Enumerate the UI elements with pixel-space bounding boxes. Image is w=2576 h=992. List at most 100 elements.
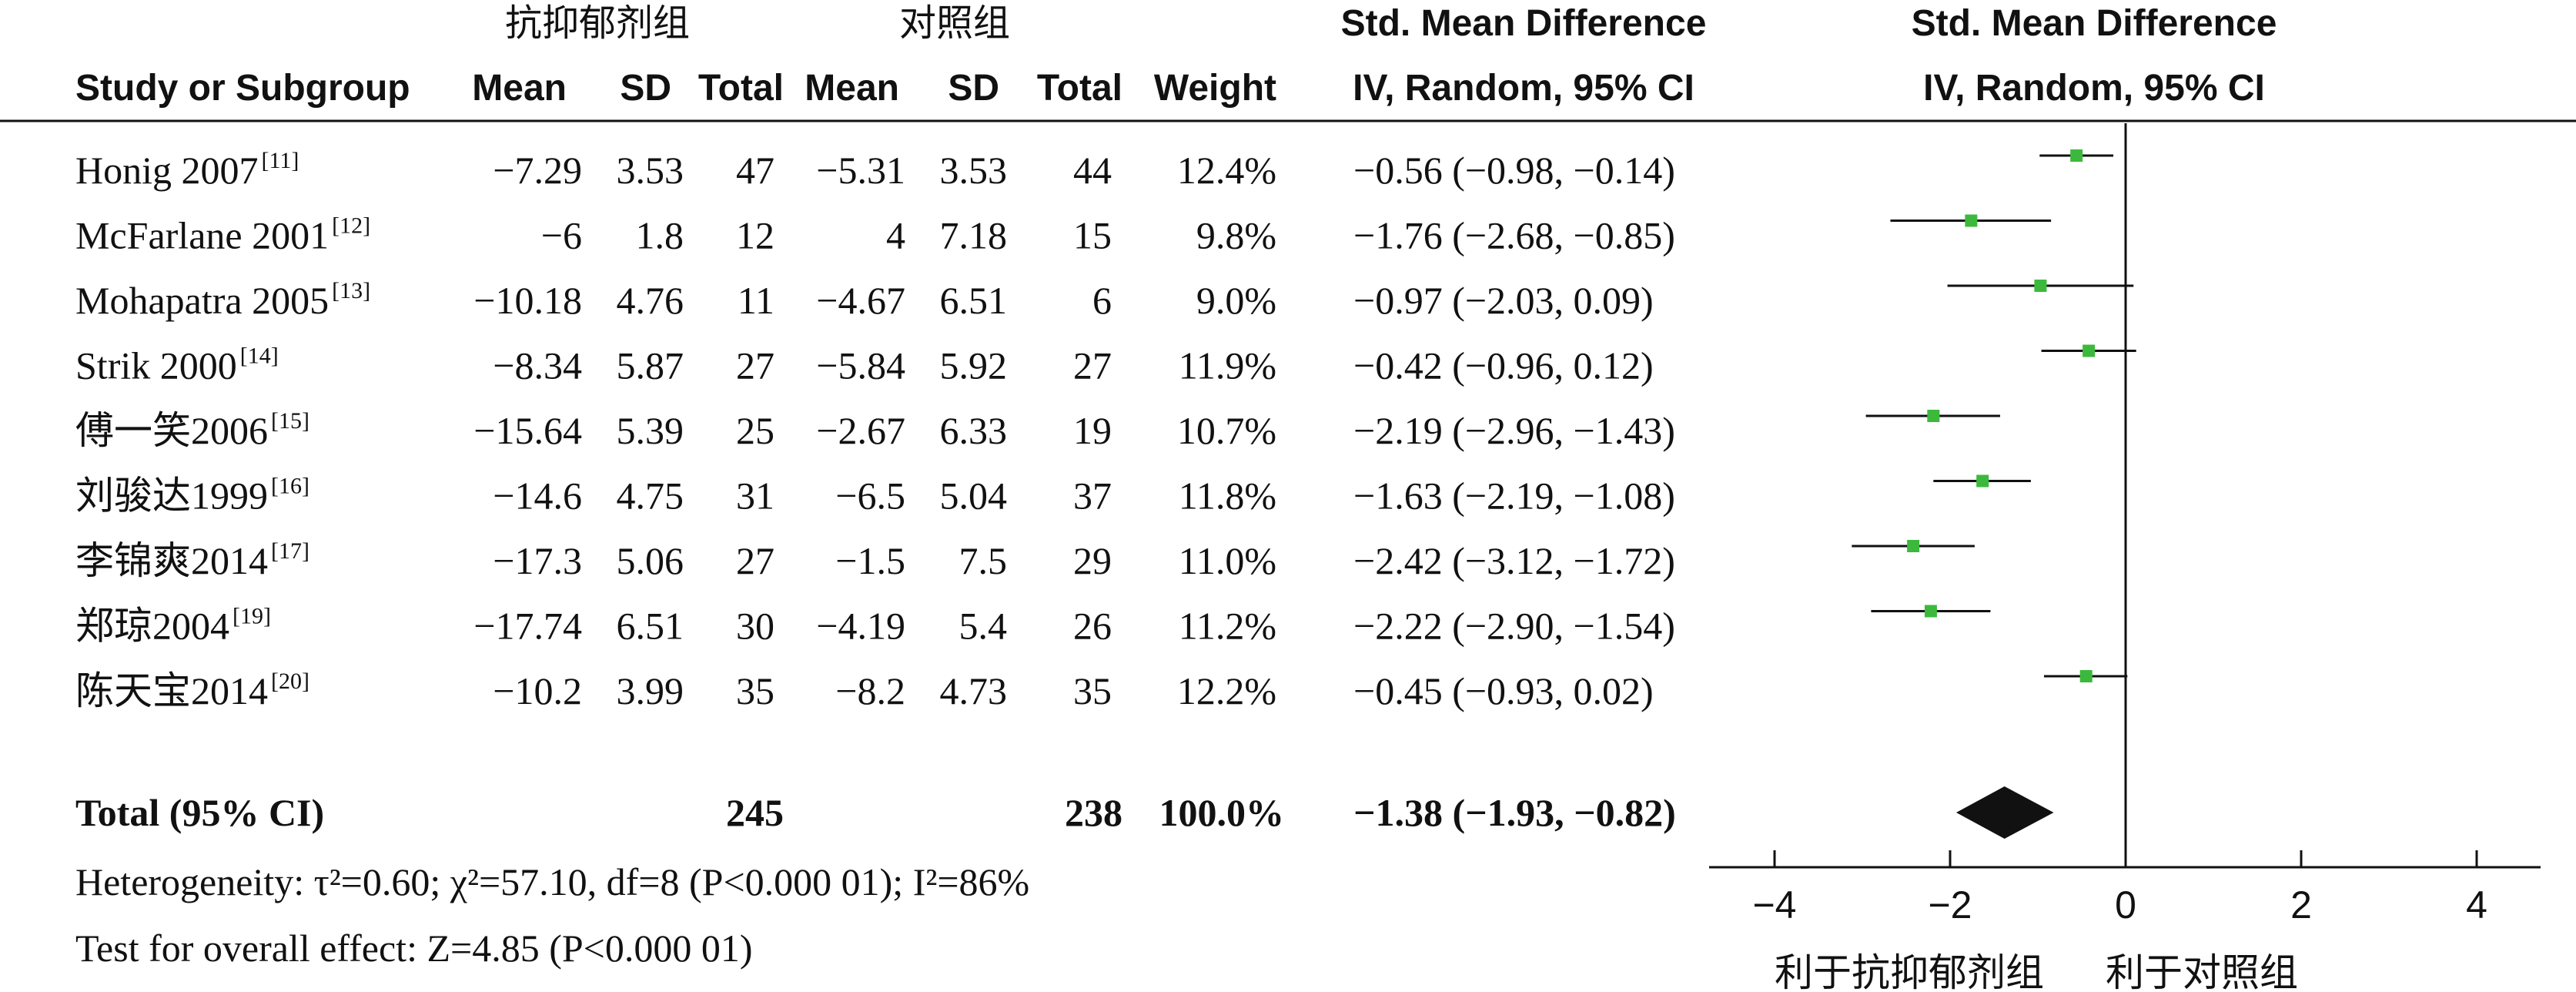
study-reference: [20] [271,669,309,694]
ci-cell: −0.97 (−2.03, 0.09) [1353,279,1654,322]
effect-marks [1852,149,2136,839]
table-row: 李锦爽2014 [17] −17.3 5.06 27 −1.5 7.5 29 11.0% −2.4… [75,538,1675,582]
exp-sd-cell: 5.06 [617,539,684,582]
table-row: McFarlane 2001 [12] −6 1.8 12 4 7.18 15 9.8% −1.7… [75,213,1675,257]
study-reference: [16] [271,474,309,499]
study-rows: Honig 2007 [11] −7.29 3.53 47 −5.31 3.53 44 12.4… [75,148,1675,712]
weight-cell: 10.7% [1177,409,1276,452]
weight-header: Weight [1154,68,1276,109]
exp-sd-cell: 6.51 [617,605,684,648]
exp-total-cell: 31 [736,474,774,518]
ctl-mean-cell: −4.19 [816,605,905,648]
x-tick-label: −4 [1752,883,1796,927]
study-name: 陈天宝2014 [75,669,268,712]
table-row: 陈天宝2014 [20] −10.2 3.99 35 −8.2 4.73 35 12.2% −0.… [75,669,1654,712]
ctl-sd-cell: 5.04 [940,474,1008,518]
exp-mean-cell: −8.34 [493,344,582,387]
exp-mean-cell: −7.29 [493,149,582,192]
study-name: 傅一笑2006 [75,409,268,452]
exp-sd-cell: 1.8 [636,214,684,257]
study-reference: [13] [332,278,370,303]
exp-total-cell: 35 [736,669,774,712]
x-tick-label: 2 [2290,883,2312,927]
ctl-total-cell: 27 [1073,344,1112,387]
table-row: Strik 2000 [14] −8.34 5.87 27 −5.84 5.92 27 11.9… [75,344,1654,387]
exp-total-cell: 11 [738,279,774,322]
total-row-label: Total (95% CI) [75,791,324,834]
exp-total-cell: 25 [736,409,774,452]
exp-mean-cell: −17.74 [473,605,582,648]
weight-cell: 9.8% [1196,214,1276,257]
effect-square [2070,149,2083,162]
ctl-sd-cell: 7.18 [940,214,1008,257]
ctl-total-cell: 44 [1073,149,1112,192]
exp-total-cell: 27 [736,539,774,582]
ctl-mean-cell: −1.5 [835,539,905,582]
effect-square [1927,410,1940,422]
table-row: 刘骏达1999 [16] −14.6 4.75 31 −6.5 5.04 37 11.8% −1.… [75,474,1675,518]
ctl-sd-cell: 7.5 [959,539,1008,582]
study-name: McFarlane 2001 [75,214,329,257]
exp-sd-cell: 4.75 [617,474,684,518]
effect-square [1907,540,1920,552]
smd-column-title: Std. Mean Difference [1341,3,1707,44]
exp-mean-cell: −6 [541,214,582,257]
ctl-total-cell: 26 [1073,605,1112,648]
ctl-total-cell: 15 [1073,214,1112,257]
ctl-sd-cell: 4.73 [940,669,1008,712]
effect-square [1965,214,1978,227]
smd-plot-title: Std. Mean Difference [1912,3,2277,44]
experimental-group-header: 抗抑郁剂组 [505,2,690,45]
exp-mean-cell: −10.18 [473,279,582,322]
exp-sd-header: SD [620,68,671,109]
table-row: Honig 2007 [11] −7.29 3.53 47 −5.31 3.53 44 12.4… [75,148,1675,192]
ci-cell: −0.56 (−0.98, −0.14) [1353,149,1675,192]
ctl-sd-cell: 6.33 [940,409,1008,452]
x-tick-label: 4 [2466,883,2487,927]
study-name: Strik 2000 [75,344,237,387]
exp-mean-cell: −14.6 [493,474,582,518]
study-reference: [12] [332,213,370,239]
study-name: 刘骏达1999 [75,474,268,518]
ci-cell: −0.45 (−0.93, 0.02) [1353,669,1654,712]
ci-cell: −2.19 (−2.96, −1.43) [1353,409,1675,452]
ci-cell: −1.76 (−2.68, −0.85) [1353,214,1675,257]
ci-cell: −2.22 (−2.90, −1.54) [1353,605,1675,648]
weight-cell: 11.9% [1179,344,1276,387]
ctl-mean-header: Mean [805,68,899,109]
ci-cell: −1.63 (−2.19, −1.08) [1353,474,1675,518]
x-axis-ticks: −4 −2 0 2 4 [1752,850,2487,927]
study-reference: [14] [240,344,279,369]
ctl-mean-cell: −6.5 [835,474,905,518]
ctl-total-cell: 29 [1073,539,1112,582]
pooled-effect-diamond [1955,786,2054,839]
exp-total-cell: 27 [736,344,774,387]
study-name: 郑琼2004 [75,605,229,648]
ctl-total-cell: 19 [1073,409,1112,452]
exp-sd-cell: 3.99 [617,669,684,712]
weight-cell: 9.0% [1196,279,1276,322]
ctl-sd-cell: 6.51 [940,279,1008,322]
exp-total-cell: 47 [736,149,774,192]
study-reference: [17] [271,538,309,564]
weight-cell: 11.8% [1179,474,1276,518]
forest-plot: −4 −2 0 2 4 [1709,123,2541,927]
study-name: 李锦爽2014 [75,539,268,582]
ctl-total-header: Total [1037,68,1122,109]
ctl-sd-header: SD [948,68,999,109]
weight-cell: 12.2% [1177,669,1276,712]
effect-square [1976,474,1989,488]
exp-mean-header: Mean [472,68,567,109]
effect-square [2034,280,2047,292]
ci-cell: −0.42 (−0.96, 0.12) [1353,344,1654,387]
exp-mean-cell: −17.3 [493,539,582,582]
study-reference: [15] [271,408,309,434]
effect-square [2083,344,2096,357]
exp-sd-cell: 5.39 [617,409,684,452]
ctl-mean-cell: −2.67 [816,409,905,452]
exp-total-header: Total [698,68,784,109]
ctl-mean-cell: −5.31 [816,149,905,192]
exp-total-cell: 12 [736,214,774,257]
effect-square [2079,670,2093,682]
